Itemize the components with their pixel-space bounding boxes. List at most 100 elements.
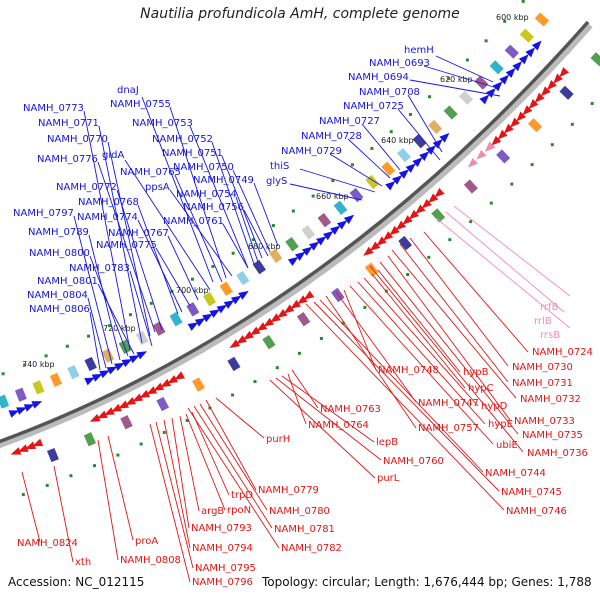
reverse-gene-label: NAMH_0824 [17,538,78,549]
cog-block [262,334,276,350]
forward-gene-arrow [385,180,396,191]
cog-block [84,356,97,372]
forward-gene-arrow [84,377,95,386]
gc-dot [190,277,194,281]
reverse-gene-label: NAMH_0782 [281,543,342,554]
leader-line [275,377,382,461]
reverse-gene-arrow [553,73,563,84]
cog-block [46,447,59,463]
cog-block [0,394,10,409]
reverse-gene-arrow [528,99,539,109]
reverse-gene-arrow [540,86,551,97]
tick-label: 620 kbp [440,75,473,84]
reverse-gene-label: NAMH_0724 [532,347,593,358]
gc-dot [108,324,112,328]
leader-line [445,211,565,313]
reverse-gene-label: NAMH_0757 [418,423,479,434]
forward-gene-label: hemH [404,45,434,56]
forward-gene-arrow [209,309,220,318]
rna-gene-label: rrfB [540,302,559,313]
gc-dot [1,372,5,376]
cog-block [152,321,166,336]
leader-line [205,399,257,491]
forward-gene-label: NAMH_0750 [173,162,234,173]
leader-line [349,285,494,445]
cog-block [559,85,574,100]
forward-gene-label: ppsA [145,182,170,193]
reverse-gene-label: NAMH_0796 [192,577,253,588]
gc-dot [21,493,25,497]
accession-text: Accession: NC_012115 [8,575,145,589]
leader-line [169,189,233,277]
leader-line [399,243,509,383]
cog-block [67,364,80,380]
forward-gene-arrow [412,157,423,167]
genome-backbone-shadow [0,22,593,449]
reverse-gene-arrow [428,193,439,204]
gc-dot [149,301,153,305]
forward-gene-arrow [8,410,20,418]
leader-line [407,94,443,153]
forward-gene-label: NAMH_0755 [110,99,171,110]
leader-line [199,403,268,511]
tick-label: 680 kbp [248,242,281,251]
reverse-gene-arrow [283,304,295,314]
forward-gene-arrow [187,322,199,331]
forward-gene-label: NAMH_0729 [281,146,342,157]
gc-dot [530,163,534,167]
leader-line [291,369,319,409]
gc-dot [185,418,189,422]
forward-gene-label: NAMH_0725 [343,101,404,112]
leader-line [232,169,271,253]
cog-block [519,28,535,43]
cog-block [135,330,149,346]
reverse-gene-arrow [497,129,508,140]
forward-gene-arrow [492,81,503,92]
gc-dot [427,255,431,259]
cog-block [236,270,250,286]
leader-line [357,281,486,425]
leader-line [137,219,183,313]
reverse-gene-label: hypE [488,419,513,430]
topology-text: Topology: circular; Length: 1,676,444 bp… [262,575,592,589]
forward-gene-label: NAMH_0761 [163,216,224,227]
cog-block [459,90,474,105]
leader-line [379,261,519,435]
reverse-gene-arrow [146,386,158,395]
forward-gene-arrow [531,40,542,51]
reverse-gene-arrow [389,225,400,236]
forward-gene-label: dnaJ [117,85,139,96]
reverse-gene-arrow [376,236,387,246]
map-title: Nautilia profundicola AmH, complete geno… [140,6,460,22]
reverse-gene-label: NAMH_0779 [258,485,319,496]
reverse-gene-arrow [256,322,268,332]
cog-block [252,259,266,275]
reverse-gene-arrow [559,67,570,78]
reverse-gene-label: lepB [376,437,398,448]
reverse-gene-arrow [236,335,247,344]
leader-line [423,65,498,89]
forward-gene-arrow [525,47,536,58]
reverse-gene-arrow [263,317,275,327]
forward-gene-label: glyS [266,176,287,187]
gc-dot [503,19,507,23]
leader-line [269,379,376,479]
reverse-gene-arrow [276,308,288,318]
forward-gene-label: gidA [102,150,124,161]
forward-gene-arrow [323,230,334,241]
gc-dot [44,354,48,358]
forward-gene-arrow [16,407,27,415]
leader-line [453,205,571,297]
leader-line [98,125,143,344]
leader-line [193,405,273,529]
reverse-gene-arrow [547,80,557,91]
leader-line [423,231,529,353]
leader-line [215,397,265,439]
forward-gene-arrow [419,151,430,161]
reverse-gene-arrow [415,204,426,214]
reverse-gene-arrow [303,290,315,300]
cog-block [396,147,411,163]
reverse-gene-arrow [382,231,394,241]
forward-gene-label: NAMH_0806 [29,304,90,315]
